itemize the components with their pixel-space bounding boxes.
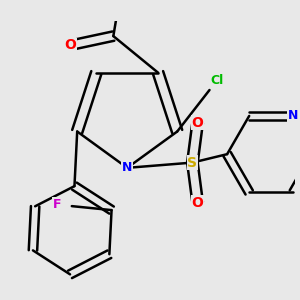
Text: O: O: [192, 116, 204, 130]
Text: O: O: [64, 38, 76, 52]
Text: F: F: [53, 198, 62, 211]
Text: N: N: [288, 110, 298, 122]
Text: H: H: [115, 0, 125, 3]
Text: N: N: [122, 161, 132, 174]
Text: O: O: [192, 196, 204, 210]
Text: S: S: [188, 156, 197, 170]
Text: Cl: Cl: [211, 74, 224, 86]
